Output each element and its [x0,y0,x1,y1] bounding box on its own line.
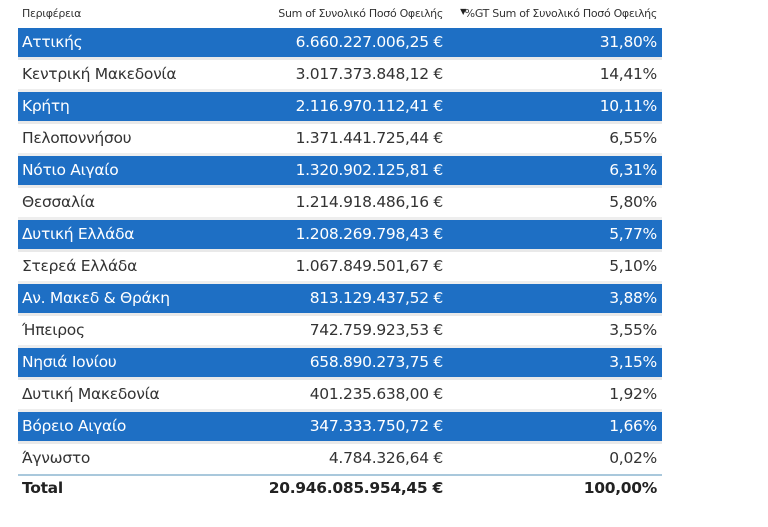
total-row: Total 20.946.085.954,45 € 100,00% [18,476,662,502]
sum-cell: 1.214.918.486,16 € [295,193,444,211]
percent-cell: 0,02% [609,449,657,467]
region-cell: Άγνωστο [22,449,91,467]
table-row[interactable]: Στερεά Ελλάδα 1.067.849.501,67 € 5,10% [18,252,662,284]
region-cell: Δυτική Μακεδονία [22,385,160,403]
percent-cell: 5,80% [609,193,657,211]
region-cell: Θεσσαλία [22,193,95,211]
sum-cell: 2.116.970.112,41 € [295,97,444,115]
table-row[interactable]: Αν. Μακεδ & Θράκη 813.129.437,52 € 3,88% [18,284,662,316]
region-cell: Αττικής [22,33,83,51]
region-cell: Πελοποννήσου [22,129,132,147]
table-row[interactable]: Κεντρική Μακεδονία 3.017.373.848,12 € 14,4… [18,60,662,92]
column-header-percent[interactable]: %GT Sum of Συνολικό Ποσό Οφειλής [464,7,658,20]
sum-cell: 1.208.269.798,43 € [295,225,444,243]
region-cell: Νότιο Αιγαίο [22,161,119,179]
sum-cell: 1.067.849.501,67 € [295,257,444,275]
sum-cell: 1.371.441.725,44 € [295,129,444,147]
table-row[interactable]: Βόρειο Αιγαίο 347.333.750,72 € 1,66% [18,412,662,444]
percent-cell: 3,55% [609,321,657,339]
region-cell: Βόρειο Αιγαίο [22,417,127,435]
percent-cell: 3,15% [609,353,657,371]
table-row[interactable]: Ήπειρος 742.759.923,53 € 3,55% [18,316,662,348]
percent-cell: 5,77% [609,225,657,243]
table-row[interactable]: Άγνωστο 4.784.326,64 € 0,02% [18,444,662,476]
sort-descending-icon: ▼ [460,7,466,16]
table-row[interactable]: Δυτική Μακεδονία 401.235.638,00 € 1,92% [18,380,662,412]
percent-cell: 31,80% [599,33,658,51]
sum-cell: 401.235.638,00 € [309,385,444,403]
percent-cell: 5,10% [609,257,657,275]
table-row[interactable]: Θεσσαλία 1.214.918.486,16 € 5,80% [18,188,662,220]
percent-cell: 10,11% [599,97,658,115]
region-cell: Αν. Μακεδ & Θράκη [22,289,170,307]
sum-cell: 813.129.437,52 € [309,289,444,307]
region-cell: Νησιά Ιονίου [22,353,117,371]
sum-cell: 347.333.750,72 € [309,417,444,435]
table-row[interactable]: Κρήτη 2.116.970.112,41 € 10,11% [18,92,662,124]
region-cell: Ήπειρος [22,321,85,339]
region-cell: Στερεά Ελλάδα [22,257,138,275]
table-row[interactable]: Νότιο Αιγαίο 1.320.902.125,81 € 6,31% [18,156,662,188]
sum-cell: 4.784.326,64 € [328,449,443,467]
table-row[interactable]: Πελοποννήσου 1.371.441.725,44 € 6,55% [18,124,662,156]
percent-cell: 14,41% [599,65,658,83]
total-percent: 100,00% [583,479,658,497]
percent-cell: 1,92% [609,385,657,403]
total-label: Total [22,479,63,497]
percent-cell: 6,31% [609,161,657,179]
sum-cell: 3.017.373.848,12 € [295,65,444,83]
region-cell: Κεντρική Μακεδονία [22,65,177,83]
table-row[interactable]: Δυτική Ελλάδα 1.208.269.798,43 € 5,77% [18,220,662,252]
percent-cell: 3,88% [609,289,657,307]
sum-cell: 1.320.902.125,81 € [295,161,444,179]
percent-cell: 6,55% [609,129,657,147]
region-cell: Κρήτη [22,97,70,115]
sum-cell: 6.660.227.006,25 € [295,33,444,51]
region-cell: Δυτική Ελλάδα [22,225,135,243]
column-header-sum[interactable]: Sum of Συνολικό Ποσό Οφειλής [278,7,443,20]
percent-cell: 1,66% [609,417,657,435]
table-header: Περιφέρεια Sum of Συνολικό Ποσό Οφειλής … [18,4,662,28]
column-header-region[interactable]: Περιφέρεια [22,7,82,20]
debt-by-region-table: Περιφέρεια Sum of Συνολικό Ποσό Οφειλής … [18,4,662,502]
table-row[interactable]: Αττικής 6.660.227.006,25 € 31,80% [18,28,662,60]
total-sum: 20.946.085.954,45 € [268,479,444,497]
sum-cell: 742.759.923,53 € [309,321,444,339]
table-row[interactable]: Νησιά Ιονίου 658.890.273,75 € 3,15% [18,348,662,380]
sum-cell: 658.890.273,75 € [309,353,444,371]
